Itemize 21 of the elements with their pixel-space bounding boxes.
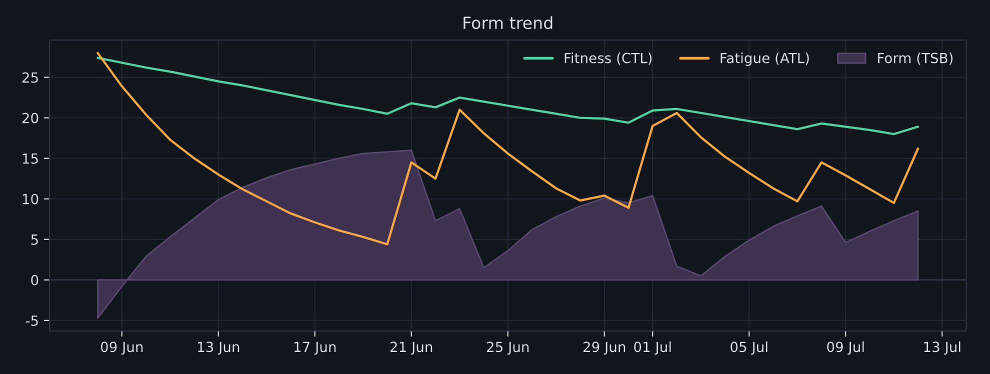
x-tick-label: 05 Jul: [730, 341, 768, 355]
x-tick-label: 29 Jun: [583, 342, 626, 355]
x-tick-label: 13 Jun: [198, 342, 240, 355]
legend-label: Fatigue (ATL): [720, 52, 809, 66]
y-tick-label: 10: [22, 194, 38, 204]
x-tick-label: 01 Jul: [634, 341, 671, 355]
y-tick-label: 25: [22, 72, 38, 83]
x-tick-label: 17 Jun: [294, 342, 336, 355]
x-tick-label: 09 Jul: [827, 341, 864, 355]
y-tick-label: 20: [22, 112, 38, 124]
legend-label: Form (TSB): [878, 52, 953, 65]
y-tick-label: -5: [26, 316, 38, 326]
x-tick-label: 09 Jun: [100, 342, 143, 355]
y-tick-label: 5: [31, 234, 38, 245]
y-tick-label: 0: [31, 274, 38, 286]
x-tick-label: 13 Jul: [924, 341, 960, 355]
y-tick-label: 15: [22, 154, 38, 164]
x-tick-label: 21 Jun: [390, 342, 432, 355]
x-tick-label: 25 Jun: [486, 342, 529, 355]
legend-label: Fitness (CTL): [564, 52, 652, 65]
chart-title: Form trend: [464, 16, 552, 30]
